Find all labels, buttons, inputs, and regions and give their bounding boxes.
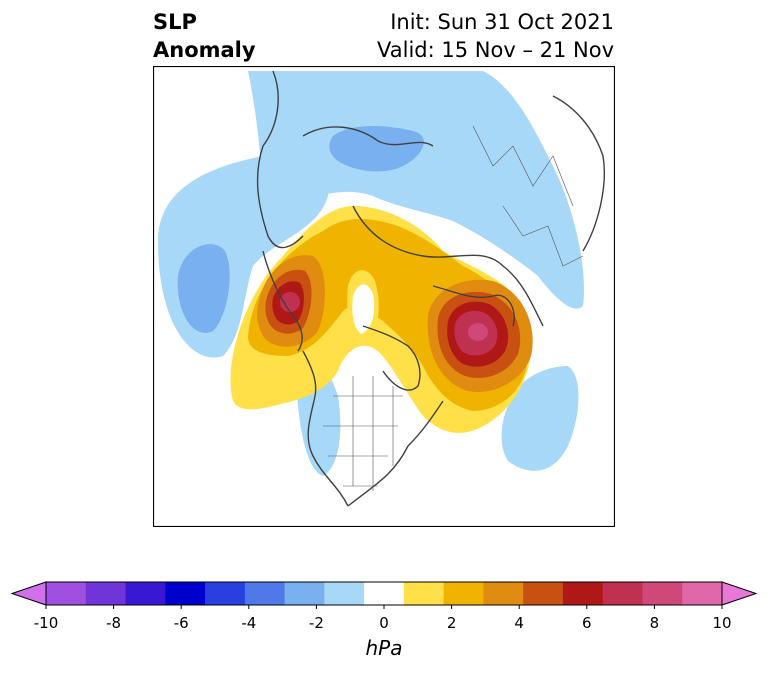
beaufort-hole [352,284,375,334]
title-variable: SLP [153,10,197,34]
colorbar-tick-label: -10 [33,614,59,632]
coastlines [256,70,605,507]
colorbar-segment [125,582,166,605]
title-anomaly: Anomaly [153,38,256,62]
colorbar-tick-label: -4 [241,614,257,632]
map-border [153,66,615,527]
eurasian-low-inner [329,126,424,172]
colorbar-segment [244,582,286,605]
colorbar-segment [284,582,325,605]
colorbar-segment [602,582,643,605]
positive-anomalies [230,206,533,433]
colorbar-segment [46,582,87,605]
pacific-low-inner [177,244,230,333]
colorbar-tick-label: -6 [173,614,189,632]
init-date: Init: Sun 31 Oct 2021 [390,10,614,34]
siberia-coast [352,205,544,327]
colorbar-tick-label: -2 [308,614,324,632]
greenland-high-core [468,323,488,341]
title-right: Init: Sun 31 Oct 2021 Valid: 15 Nov – 21… [377,8,614,64]
colorbar-ticks [45,605,723,609]
greenland-coast [432,285,515,327]
hudson-bay [362,325,421,391]
colorbar-segment [165,582,206,605]
us-state-borders-vertical [352,376,394,491]
valid-range: Valid: 15 Nov – 21 Nov [377,38,614,62]
colorbar-tick-label: 4 [514,614,524,632]
colorbar-tick-label: -8 [106,614,122,632]
eurasian-low-outer [248,71,584,309]
eurasia-north-coast [302,126,434,147]
colorbar-segments [10,581,758,606]
negative-anomalies [158,71,584,476]
colorbar-segment [403,582,445,605]
colorbar-segment [483,582,524,605]
atlantic-low [501,366,579,471]
colorbar-extend-high [721,581,758,606]
colorbar-segment [364,582,405,605]
colorbar-extend-low [10,581,47,606]
colorbar-tick-label: 6 [582,614,592,632]
map-canvas [153,66,615,527]
us-state-borders [323,395,403,487]
eurasia-borders [472,125,574,207]
title-left: SLP Anomaly [153,8,256,64]
colorbar-segment [443,582,484,605]
colorbar-units: hPa [365,636,403,660]
colorbar-segment [642,582,683,605]
colorbar-segment [85,582,127,605]
colorbar [10,581,758,609]
political-borders [323,125,584,491]
asia-borders [502,205,584,267]
anomaly-map [153,66,615,527]
colorbar-segment [682,582,723,605]
na-east-coast [347,400,444,507]
na-west-coast [302,350,349,507]
colorbar-segment [562,582,604,605]
eurasia-west-coast [256,70,304,249]
colorbar-segment [205,582,246,605]
colorbar-tick-label: 0 [379,614,389,632]
colorbar-segment [523,582,564,605]
alaska-coast [262,250,303,352]
colorbar-tick-label: 2 [446,614,457,632]
europe-coast [552,95,605,252]
colorbar-tick-label: 8 [649,614,660,632]
colorbar-segment [324,582,365,605]
alaska-high-core [280,292,300,312]
colorbar-tick-label: 10 [712,614,732,632]
